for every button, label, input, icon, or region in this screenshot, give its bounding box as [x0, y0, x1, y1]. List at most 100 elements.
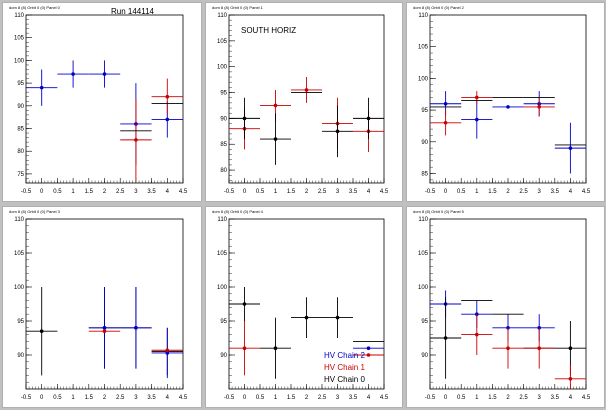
x-tick-label: 4.5	[582, 395, 591, 401]
plot-svg: -0.5 0 0.5 1 1.5 2 2.5 3 3.5 4 4.5 90 95 100 105 110 HV …	[217, 217, 389, 401]
plot-frame	[25, 14, 184, 184]
data-layer	[430, 290, 586, 389]
plot-pad-1: dom 8 (8) Orbit 0 (0) Panel 1 -0.5 0 0.5 1 1.…	[205, 2, 403, 202]
x-tick-label: 3.5	[147, 395, 156, 401]
data-point	[273, 137, 278, 141]
y-tick-label: 100	[14, 285, 25, 291]
data-point	[165, 348, 170, 353]
data-point	[568, 377, 573, 381]
legend-entry: HV Chain 0	[324, 375, 365, 384]
x-tick-label: 2.5	[519, 189, 528, 195]
y-tick-label: 110	[418, 13, 428, 19]
data-point	[443, 101, 448, 106]
y-tick-label: 90	[17, 104, 24, 110]
x-tick-label: -0.5	[224, 395, 235, 401]
x-tick-label: 1.5	[287, 395, 296, 401]
pad-title: dom 8 (8) Orbit 0 (0) Panel 3	[9, 209, 60, 214]
pad-title: dom 8 (8) Orbit 0 (0) Panel 2	[413, 5, 464, 10]
x-tick-label: 1	[274, 189, 278, 195]
x-tick-label: 2	[305, 395, 309, 401]
data-point	[304, 88, 309, 92]
legend-entry: HV Chain 2	[324, 351, 365, 360]
y-tick-label: 90	[220, 353, 227, 359]
data-point	[165, 94, 170, 99]
data-layer	[229, 287, 384, 379]
x-tick-label: 4.5	[179, 395, 188, 401]
x-tick-label: 4	[569, 395, 573, 401]
data-point	[506, 326, 510, 330]
x-tick-label: 4	[166, 395, 170, 401]
data-point	[273, 103, 278, 108]
plot-pad-5: dom 8 (8) Orbit 0 (0) Panel 5 -0.5 0 0.5 1 1.…	[406, 206, 605, 408]
data-point	[102, 329, 107, 333]
annotation-text: Run 144114	[111, 7, 155, 16]
x-tick-label: 0	[243, 395, 247, 401]
plot-svg: -0.5 0 0.5 1 1.5 2 2.5 3 3.5 4 4.5 90 95 100 105 110	[14, 217, 188, 401]
y-tick-label: 100	[418, 76, 429, 82]
y-tick-label: 95	[17, 319, 24, 325]
y-tick-label: 105	[217, 251, 228, 257]
data-point	[335, 129, 340, 134]
data-point	[273, 346, 278, 350]
y-tick-label: 95	[220, 91, 227, 97]
data-point	[537, 346, 541, 350]
y-tick-label: 90	[17, 353, 24, 359]
x-tick-label: 3	[538, 189, 542, 195]
x-tick-label: 3	[134, 189, 138, 195]
data-point	[134, 138, 138, 142]
data-point	[537, 105, 541, 109]
data-point	[568, 146, 573, 150]
y-tick-label: 95	[421, 108, 428, 114]
x-tick-label: 3.5	[147, 189, 156, 195]
x-tick-label: 3	[134, 395, 138, 401]
x-tick-label: 3.5	[349, 395, 358, 401]
y-tick-label: 80	[17, 149, 24, 155]
x-tick-label: 1	[475, 395, 479, 401]
x-tick-label: 1	[274, 395, 278, 401]
data-point	[165, 351, 170, 355]
x-tick-label: 1.5	[85, 395, 94, 401]
x-tick-label: 0	[444, 189, 448, 195]
x-tick-label: 2	[506, 395, 510, 401]
pad-title: dom 8 (8) Orbit 0 (0) Panel 4	[212, 209, 263, 214]
x-tick-label: 3.5	[551, 395, 560, 401]
plot-pad-2: dom 8 (8) Orbit 0 (0) Panel 2 -0.5 0 0.5 1 1.…	[406, 2, 605, 202]
plot-svg: -0.5 0 0.5 1 1.5 2 2.5 3 3.5 4 4.5 85 90 95 100 105 110	[418, 13, 591, 195]
y-tick-label: 90	[220, 116, 227, 122]
x-tick-label: 2	[103, 395, 107, 401]
data-point	[304, 315, 309, 320]
data-point	[443, 120, 448, 125]
x-tick-label: 0	[444, 395, 448, 401]
plot-frame	[429, 14, 587, 184]
data-point	[165, 117, 170, 122]
data-point	[242, 302, 247, 306]
x-tick-label: 1	[71, 395, 75, 401]
data-point	[537, 326, 541, 330]
x-tick-label: 2	[506, 189, 510, 195]
data-layer	[26, 287, 183, 379]
plot-svg: -0.5 0 0.5 1 1.5 2 2.5 3 3.5 4 4.5 80 85 90 95 100 105 11…	[217, 13, 389, 195]
x-tick-label: 0.5	[457, 189, 466, 195]
y-tick-label: 95	[421, 319, 428, 325]
plot-svg: -0.5 0 0.5 1 1.5 2 2.5 3 3.5 4 4.5 75 80 85 90 95 100 105…	[14, 7, 188, 195]
x-tick-label: 0.5	[256, 189, 265, 195]
x-tick-label: 4	[166, 189, 170, 195]
data-point	[102, 72, 107, 76]
y-tick-label: 110	[418, 217, 428, 223]
plot-pad-3: dom 8 (8) Orbit 0 (0) Panel 3 -0.5 0 0.5 1 1.…	[2, 206, 202, 408]
x-tick-label: 1	[71, 189, 75, 195]
x-tick-label: 4.5	[179, 189, 188, 195]
plot-svg: -0.5 0 0.5 1 1.5 2 2.5 3 3.5 4 4.5 90 95 100 105 110	[418, 217, 591, 401]
y-tick-label: 105	[217, 39, 228, 45]
data-point	[39, 329, 44, 333]
x-tick-label: 3	[538, 395, 542, 401]
y-tick-label: 85	[220, 142, 227, 148]
x-tick-label: 2.5	[318, 189, 327, 195]
x-tick-label: -0.5	[425, 189, 436, 195]
plot-pad-0: dom 8 (8) Orbit 0 (0) Panel 0 -0.5 0 0.5 1 1.…	[2, 2, 202, 202]
y-tick-label: 105	[418, 251, 429, 257]
x-tick-label: 4	[569, 189, 573, 195]
legend-entry: HV Chain 1	[324, 363, 365, 372]
x-tick-label: 2.5	[116, 189, 125, 195]
data-point	[568, 346, 573, 350]
